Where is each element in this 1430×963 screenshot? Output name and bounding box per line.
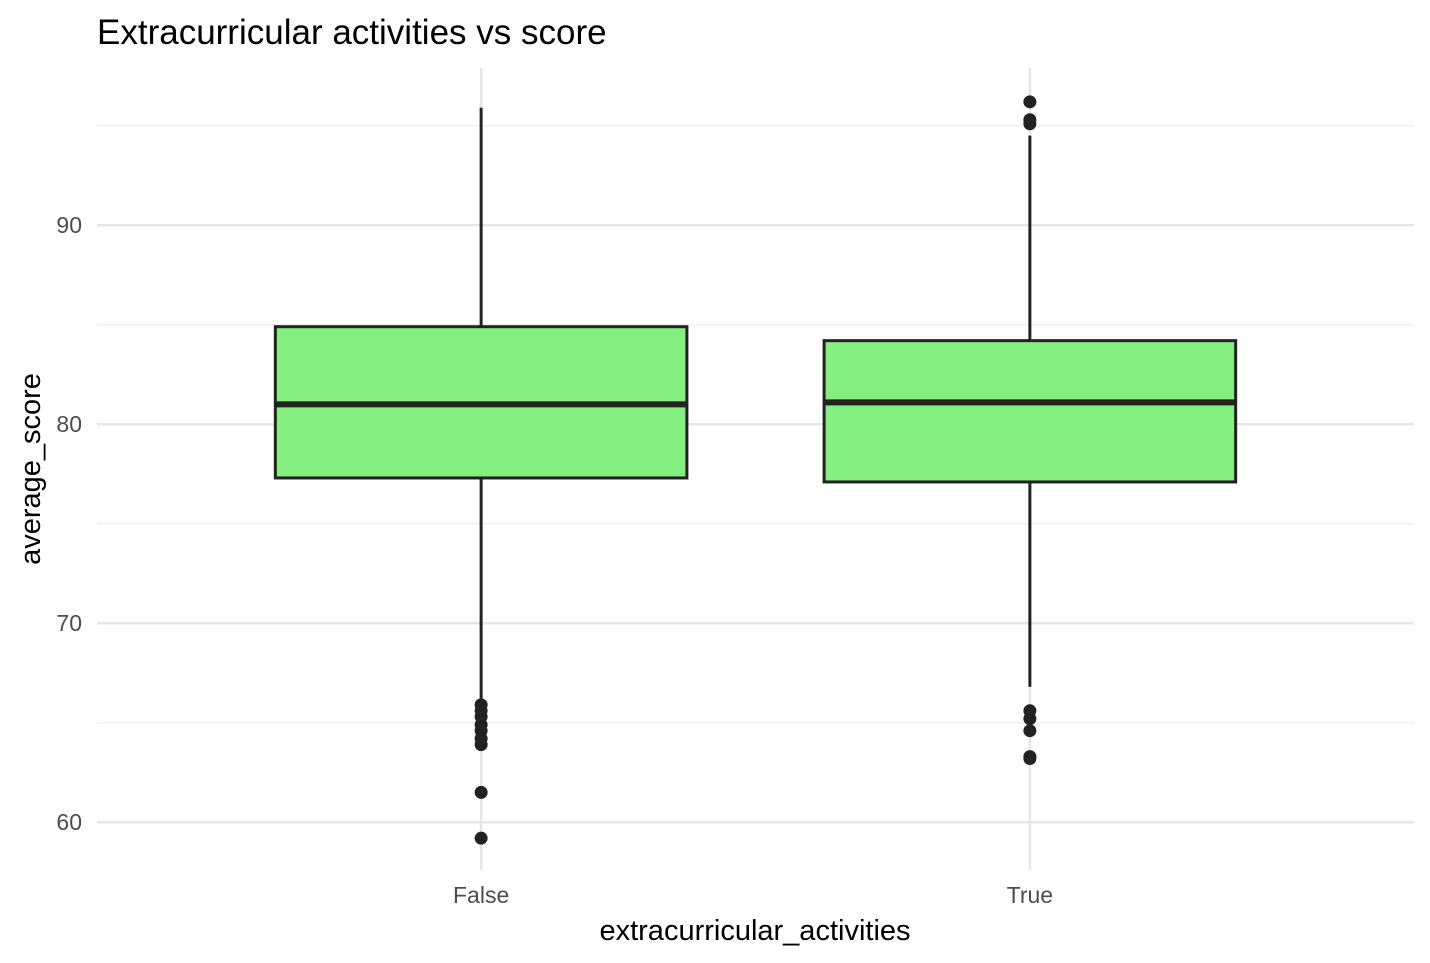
x-axis-ticks: False True bbox=[453, 882, 1053, 908]
y-tick-label: 60 bbox=[56, 809, 82, 835]
x-tick-label: False bbox=[453, 882, 509, 908]
chart-title: Extracurricular activities vs score bbox=[97, 13, 607, 52]
y-tick-label: 90 bbox=[56, 212, 82, 238]
y-axis-label: average_score bbox=[15, 373, 47, 565]
box-body bbox=[824, 341, 1236, 482]
outlier-point bbox=[1023, 712, 1036, 725]
x-tick-label: True bbox=[1007, 882, 1053, 908]
y-tick-label: 70 bbox=[56, 610, 82, 636]
outlier-point bbox=[475, 738, 488, 751]
outlier-point bbox=[475, 786, 488, 799]
box-false bbox=[275, 108, 687, 845]
box-true bbox=[824, 95, 1236, 765]
y-tick-label: 80 bbox=[56, 411, 82, 437]
outlier-point bbox=[1023, 117, 1036, 130]
outlier-point bbox=[475, 832, 488, 845]
y-axis-ticks: 60 70 80 90 bbox=[56, 212, 82, 835]
outlier-point bbox=[1023, 724, 1036, 737]
outlier-point bbox=[1023, 95, 1036, 108]
outlier-point bbox=[1023, 752, 1036, 765]
x-axis-label: extracurricular_activities bbox=[599, 915, 910, 947]
box-series bbox=[275, 95, 1235, 844]
